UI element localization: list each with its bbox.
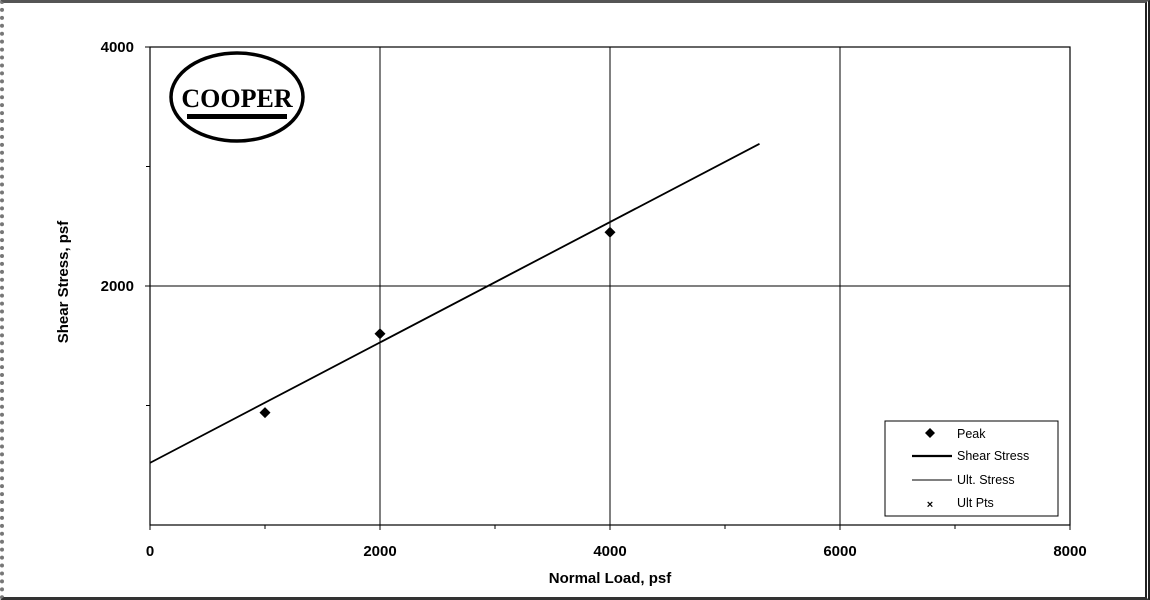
cooper-logo: COOPER — [169, 51, 305, 143]
x-tick-label: 0 — [146, 543, 154, 560]
legend-label-ult-stress: Ult. Stress — [957, 473, 1015, 487]
legend-label-peak: Peak — [957, 427, 986, 441]
legend: Peak Shear Stress Ult. Stress × Ult Pts — [884, 420, 1059, 517]
legend-label-ult-pts: Ult Pts — [957, 496, 994, 510]
x-tick-label: 2000 — [363, 543, 396, 560]
data-marks — [149, 142, 760, 464]
peak-point — [604, 226, 616, 238]
logo-text: COOPER — [181, 84, 292, 113]
shear-stress-line — [149, 142, 760, 464]
grid-lines — [150, 47, 1070, 525]
peak-point — [374, 328, 386, 340]
y-tick-label: 4000 — [101, 39, 134, 56]
peak-point — [259, 407, 271, 419]
legend-label-shear-stress: Shear Stress — [957, 449, 1029, 463]
y-axis-title: Shear Stress, psf — [55, 220, 72, 344]
y-tick-label: 2000 — [101, 278, 134, 295]
x-tick-label: 8000 — [1053, 543, 1086, 560]
legend-peak-marker — [925, 428, 935, 438]
x-tick-label: 4000 — [593, 543, 626, 560]
legend-ult-pts-marker: × — [927, 499, 933, 511]
x-axis-title: Normal Load, psf — [549, 570, 673, 587]
axis-ticks: 0 2000 4000 6000 8000 2000 4000 — [101, 39, 1087, 560]
legend-box — [884, 420, 1059, 517]
x-tick-label: 6000 — [823, 543, 856, 560]
